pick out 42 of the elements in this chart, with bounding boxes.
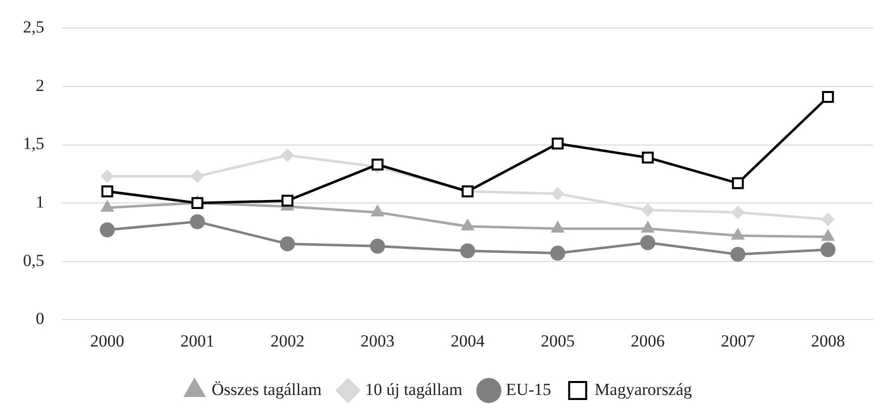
point — [640, 235, 656, 250]
point — [190, 170, 204, 183]
legend-label: EU-15 — [506, 380, 552, 399]
x-tick-label: 2006 — [630, 331, 665, 350]
x-tick-label: 2007 — [720, 331, 756, 350]
y-tick-label: 1 — [36, 192, 44, 212]
y-tick-label: 2,5 — [23, 18, 44, 37]
point — [550, 246, 566, 261]
y-tick-label: 0,5 — [23, 250, 44, 270]
legend-label: Magyarország — [594, 380, 692, 399]
legend-label: Összes tagállam — [212, 380, 322, 399]
point — [820, 242, 836, 258]
x-tick-label: 2004 — [450, 331, 486, 350]
x-tick-label: 2008 — [810, 331, 845, 350]
x-tick-label: 2005 — [540, 331, 575, 350]
point — [280, 236, 295, 252]
point — [552, 138, 564, 150]
point — [101, 185, 114, 198]
legend-label: 10 új tagállam — [365, 380, 462, 399]
point — [642, 152, 654, 164]
point — [370, 238, 386, 254]
point — [280, 148, 294, 162]
point — [731, 206, 744, 219]
point — [460, 243, 476, 258]
point — [641, 204, 654, 217]
x-tick-label: 2000 — [90, 331, 124, 350]
point — [372, 158, 384, 171]
y-tick-label: 0 — [36, 309, 44, 328]
point — [100, 222, 115, 238]
point — [822, 91, 834, 103]
x-tick-label: 2003 — [360, 331, 395, 350]
point — [551, 187, 564, 200]
x-tick-label: 2002 — [270, 331, 304, 350]
point — [282, 194, 294, 207]
point — [732, 177, 744, 190]
x-tick-label: 2001 — [180, 331, 214, 350]
point — [100, 170, 114, 183]
y-tick-label: 2 — [36, 76, 44, 95]
point — [821, 212, 834, 226]
point — [190, 214, 205, 230]
y-tick-label: 1,5 — [23, 134, 44, 154]
point — [730, 246, 746, 262]
